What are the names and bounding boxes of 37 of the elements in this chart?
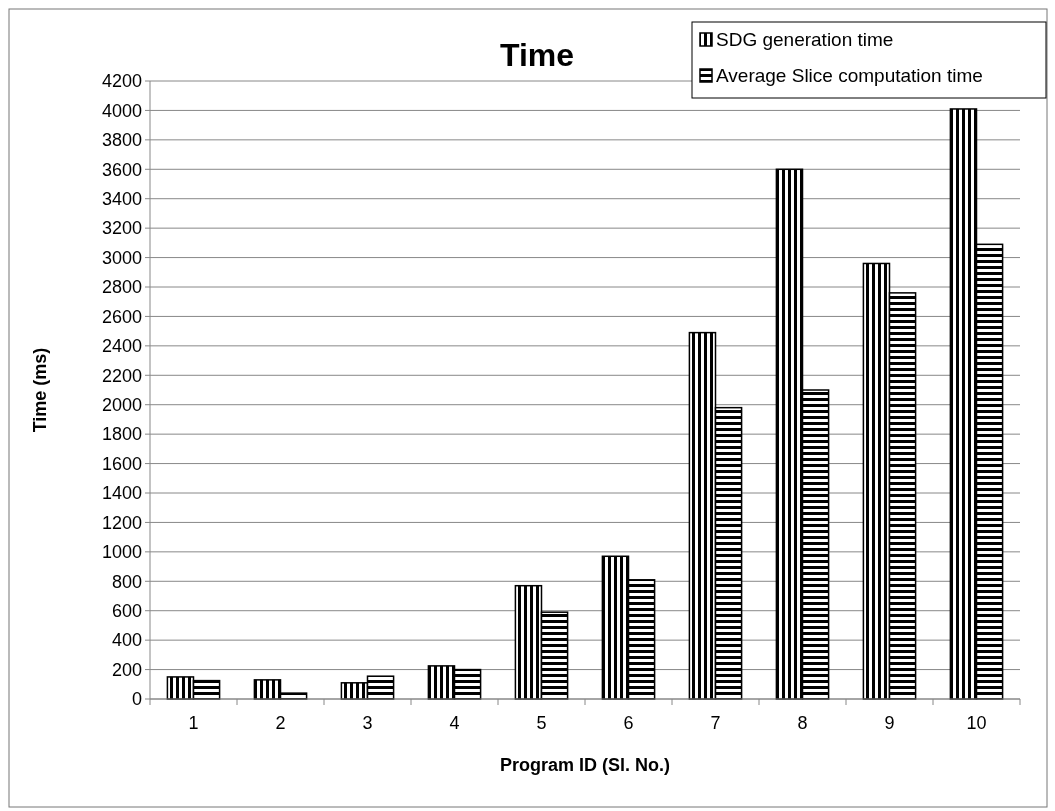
y-tick-label: 3800 [101,130,142,151]
x-tick-label: 3 [362,713,373,733]
x-axis-title: Program ID (Sl. No.) [499,755,671,775]
y-tick-label: 1400 [101,483,142,504]
y-tick-label: 3600 [101,159,142,180]
y-tick-label: 1000 [101,542,142,563]
y-tick-label: 1200 [101,512,142,533]
y-tick-label: 2200 [101,365,142,386]
x-tick-label: 4 [449,713,460,733]
legend-label: SDG generation time [716,29,894,50]
x-tick-label: 5 [536,713,547,733]
y-tick-label: 3400 [101,189,142,210]
y-tick-label: 2000 [101,395,142,416]
y-tick-label: 400 [111,630,142,651]
y-tick-label: 4200 [101,71,142,92]
y-axis-title: Time (ms) [30,347,50,433]
x-tick-label: 10 [966,713,987,733]
x-tick-label: 8 [797,713,808,733]
chart-title: Time [499,37,575,73]
y-tick-label: 800 [111,571,142,592]
x-tick-label: 9 [884,713,895,733]
y-tick-label: 4000 [101,100,142,121]
y-tick-label: 1800 [101,424,142,445]
y-tick-label: 0 [131,689,142,710]
y-tick-label: 2600 [101,306,142,327]
y-tick-label: 2800 [101,277,142,298]
x-tick-label: 7 [710,713,721,733]
legend-label: Average Slice computation time [716,65,983,86]
y-tick-label: 1600 [101,453,142,474]
x-tick-label: 6 [623,713,634,733]
y-tick-label: 3000 [101,247,142,268]
y-tick-label: 2400 [101,336,142,357]
x-tick-label: 1 [188,713,199,733]
y-tick-label: 200 [111,659,142,680]
y-tick-label: 3200 [101,218,142,239]
y-tick-label: 600 [111,601,142,622]
x-tick-label: 2 [275,713,286,733]
